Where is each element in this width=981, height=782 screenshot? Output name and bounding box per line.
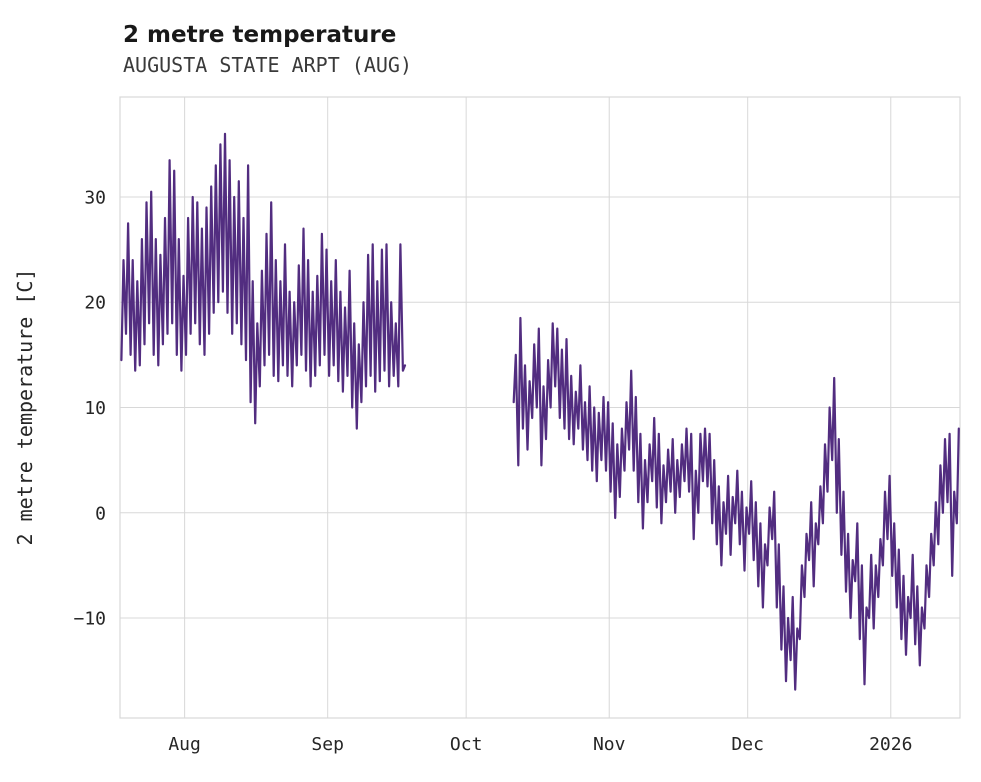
x-tick-label: Dec (731, 734, 764, 755)
x-tick-label: 2026 (869, 734, 912, 755)
x-tick-label: Aug (168, 734, 201, 755)
series-layer (120, 132, 960, 691)
x-tick-label: Oct (450, 734, 483, 755)
plot-border (119, 96, 961, 719)
chart-title: 2 metre temperature (123, 22, 396, 48)
tick-layer: Aug Sep Oct Nov Dec 2026 30 20 10 0 −10 (73, 187, 912, 755)
temperature-line (120, 132, 407, 430)
x-tick-label: Sep (311, 734, 344, 755)
y-tick-label: −10 (73, 609, 106, 630)
x-tick-label: Nov (593, 734, 626, 755)
temperature-line (512, 316, 960, 691)
chart-subtitle: AUGUSTA STATE ARPT (AUG) (123, 53, 412, 77)
y-axis-label: 2 metre temperature [C] (13, 269, 37, 546)
y-tick-label: 30 (84, 187, 106, 208)
y-tick-label: 0 (95, 503, 106, 524)
y-tick-label: 20 (84, 293, 106, 314)
y-tick-label: 10 (84, 398, 106, 419)
